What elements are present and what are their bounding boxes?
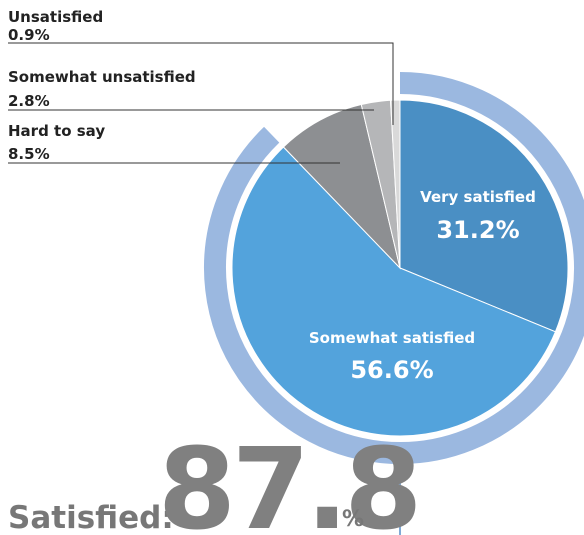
total-value: 87.8 (158, 425, 418, 535)
label: Unsatisfied (8, 8, 103, 26)
total-unit: % (342, 507, 364, 532)
label: Very satisfied (420, 188, 536, 206)
slice (231, 146, 557, 437)
value-label: 31.2% (436, 216, 519, 244)
leader-line (8, 42, 394, 125)
label: Somewhat satisfied (309, 329, 475, 347)
label: Hard to say (8, 122, 105, 140)
satisfied-ring (204, 72, 584, 464)
pie (204, 72, 584, 464)
value-label: 2.8% (8, 92, 50, 110)
slice (399, 99, 569, 333)
slice (389, 99, 401, 269)
value-label: 0.9% (8, 26, 50, 44)
label: Somewhat unsatisfied (8, 68, 196, 86)
value-label: 8.5% (8, 145, 50, 163)
value-label: 56.6% (350, 356, 433, 384)
total-label: Satisfied: (8, 500, 174, 535)
